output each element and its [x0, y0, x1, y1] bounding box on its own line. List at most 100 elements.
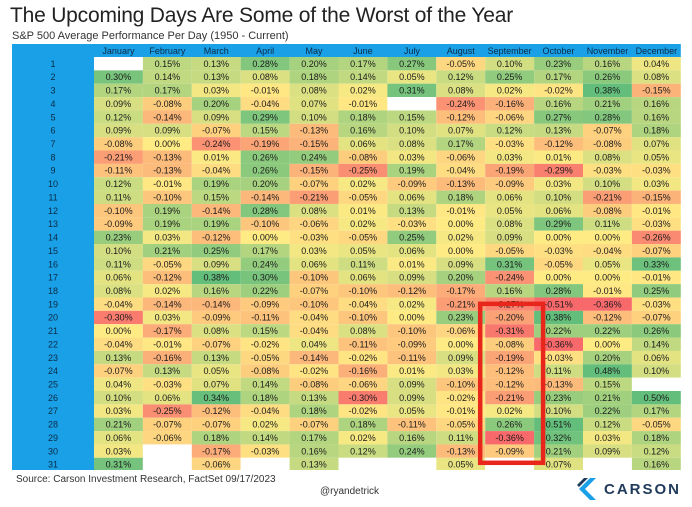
day-label: 24	[48, 366, 58, 376]
cell-value: 0.19%	[203, 219, 229, 229]
heatmap-cell	[631, 350, 681, 365]
heatmap-cell	[240, 163, 290, 178]
cell-value: -0.10%	[398, 326, 427, 336]
cell-value: -0.07%	[642, 246, 671, 256]
cell-value: 0.11%	[448, 433, 473, 443]
cell-value: 0.09%	[595, 446, 621, 456]
heatmap-cell	[289, 244, 339, 258]
heatmap-cell	[534, 297, 583, 311]
heatmap-cell	[631, 123, 681, 138]
cell-value: 0.17%	[155, 86, 181, 96]
cell-value: 0.06%	[106, 433, 132, 443]
heatmap-cell	[387, 137, 437, 151]
cell-value: 0.08%	[301, 86, 327, 96]
day-label: 30	[48, 446, 58, 456]
heatmap-cell	[387, 417, 437, 432]
heatmap-cell	[436, 350, 486, 365]
heatmap-cell	[583, 123, 632, 138]
cell-value: 0.22%	[595, 326, 621, 336]
heatmap-cell	[142, 391, 192, 405]
cell-value: 0.17%	[546, 72, 572, 82]
day-label: 19	[48, 299, 58, 309]
cell-value: -0.13%	[300, 126, 329, 136]
heatmap-chart: January February March April May June July Augu…	[12, 44, 681, 470]
heatmap-cell	[240, 417, 290, 432]
heatmap-cell	[191, 350, 241, 365]
cell-value: 0.03%	[644, 179, 670, 189]
cell-value: 0.31%	[106, 460, 132, 470]
cell-value: 0.02%	[350, 433, 376, 443]
cell-value: 0.06%	[546, 206, 572, 216]
heatmap-cell	[534, 377, 583, 391]
cell-value: -0.07%	[300, 179, 329, 189]
month-header: June	[353, 46, 373, 56]
cell-value: 0.17%	[301, 433, 327, 443]
cell-value: 0.24%	[252, 259, 278, 269]
heatmap-cell	[142, 417, 192, 432]
heatmap-cell	[436, 404, 486, 418]
heatmap-cell	[338, 270, 388, 285]
cell-value: 0.06%	[644, 353, 670, 363]
cell-value: -0.08%	[300, 380, 329, 390]
cell-value: -0.19%	[251, 139, 280, 149]
cell-value: 0.09%	[106, 126, 132, 136]
heatmap-cell	[485, 177, 535, 191]
heatmap-cell	[583, 83, 632, 98]
cell-value: 0.03%	[155, 233, 181, 243]
heatmap-cell	[631, 364, 681, 378]
cell-value: -0.11%	[105, 166, 133, 176]
cell-value: 0.02%	[497, 86, 523, 96]
cell-value: 0.26%	[644, 326, 670, 336]
heatmap-cell	[387, 110, 437, 124]
cell-value: -0.14%	[202, 299, 231, 309]
cell-value: -0.36%	[593, 299, 622, 309]
day-label: 26	[48, 393, 58, 403]
cell-value: 0.02%	[350, 179, 376, 189]
cell-value: -0.07%	[300, 420, 329, 430]
heatmap-cell	[191, 150, 241, 164]
heatmap-cell	[240, 203, 290, 218]
heatmap-cell	[485, 217, 535, 231]
cell-value: 0.12%	[595, 420, 621, 430]
heatmap-cell	[338, 310, 388, 325]
cell-value: 0.01%	[546, 152, 572, 162]
cell-value: -0.30%	[349, 393, 378, 403]
cell-value: -0.02%	[349, 406, 378, 416]
heatmap-cell	[142, 324, 192, 338]
cell-value: 0.16%	[350, 126, 376, 136]
heatmap-cell	[94, 457, 143, 470]
heatmap-cell	[583, 391, 632, 405]
cell-value: -0.09%	[398, 339, 427, 349]
cell-value: -0.17%	[153, 326, 182, 336]
heatmap-cell	[240, 150, 290, 164]
cell-value: 0.18%	[644, 126, 670, 136]
cell-value: -0.01%	[153, 339, 182, 349]
heatmap-cell	[240, 391, 290, 405]
cell-value: 0.05%	[203, 366, 229, 376]
cell-value: -0.06%	[495, 112, 524, 122]
day-label: 12	[48, 206, 58, 216]
day-label: 17	[48, 273, 58, 283]
cell-value: 0.03%	[106, 406, 132, 416]
heatmap-cell	[631, 444, 681, 458]
cell-value: 0.24%	[301, 152, 327, 162]
cell-value: 0.04%	[106, 380, 132, 390]
cell-value: 0.28%	[252, 206, 278, 216]
heatmap-cell	[191, 337, 241, 351]
day-label: 2	[50, 72, 55, 82]
cell-value: 0.05%	[448, 460, 474, 470]
heatmap-cell	[338, 284, 388, 298]
cell-value: -0.10%	[446, 380, 475, 390]
cell-value: 0.21%	[546, 446, 572, 456]
cell-value: 0.03%	[106, 446, 132, 456]
cell-value: -0.16%	[495, 99, 524, 109]
heatmap-cell	[338, 364, 388, 378]
cell-value: 0.00%	[595, 233, 621, 243]
heatmap-cell	[338, 70, 388, 84]
heatmap-cell	[387, 310, 437, 325]
cell-value: -0.03%	[593, 166, 622, 176]
cell-value: 0.18%	[448, 192, 474, 202]
cell-value: 0.18%	[301, 406, 327, 416]
chart-title: The Upcoming Days Are Some of the Worst …	[10, 4, 514, 27]
heatmap-cell	[387, 297, 437, 311]
